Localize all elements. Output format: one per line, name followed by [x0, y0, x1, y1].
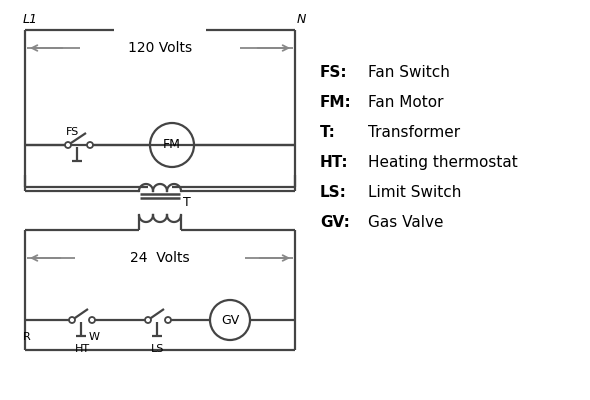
Text: FM:: FM:	[320, 95, 352, 110]
Text: LS: LS	[151, 344, 165, 354]
Circle shape	[145, 317, 151, 323]
Text: Limit Switch: Limit Switch	[368, 185, 461, 200]
Text: 24  Volts: 24 Volts	[130, 251, 190, 265]
Text: Fan Switch: Fan Switch	[368, 65, 450, 80]
Text: GV: GV	[221, 314, 239, 326]
Text: L1: L1	[23, 13, 38, 26]
Text: T:: T:	[320, 125, 336, 140]
Text: Gas Valve: Gas Valve	[368, 215, 444, 230]
Text: 120 Volts: 120 Volts	[128, 41, 192, 55]
Text: FS:: FS:	[320, 65, 348, 80]
Text: W: W	[88, 332, 100, 342]
Text: Heating thermostat: Heating thermostat	[368, 155, 518, 170]
Text: T: T	[183, 196, 191, 210]
Text: Fan Motor: Fan Motor	[368, 95, 444, 110]
Circle shape	[65, 142, 71, 148]
Text: HT: HT	[74, 344, 90, 354]
Text: LS:: LS:	[320, 185, 347, 200]
Text: HT:: HT:	[320, 155, 349, 170]
Text: GV:: GV:	[320, 215, 350, 230]
Text: FM: FM	[163, 138, 181, 152]
Text: Transformer: Transformer	[368, 125, 460, 140]
Circle shape	[69, 317, 75, 323]
Circle shape	[165, 317, 171, 323]
Circle shape	[87, 142, 93, 148]
Circle shape	[89, 317, 95, 323]
Text: R: R	[23, 332, 31, 342]
Text: N: N	[297, 13, 306, 26]
Text: FS: FS	[66, 127, 79, 137]
